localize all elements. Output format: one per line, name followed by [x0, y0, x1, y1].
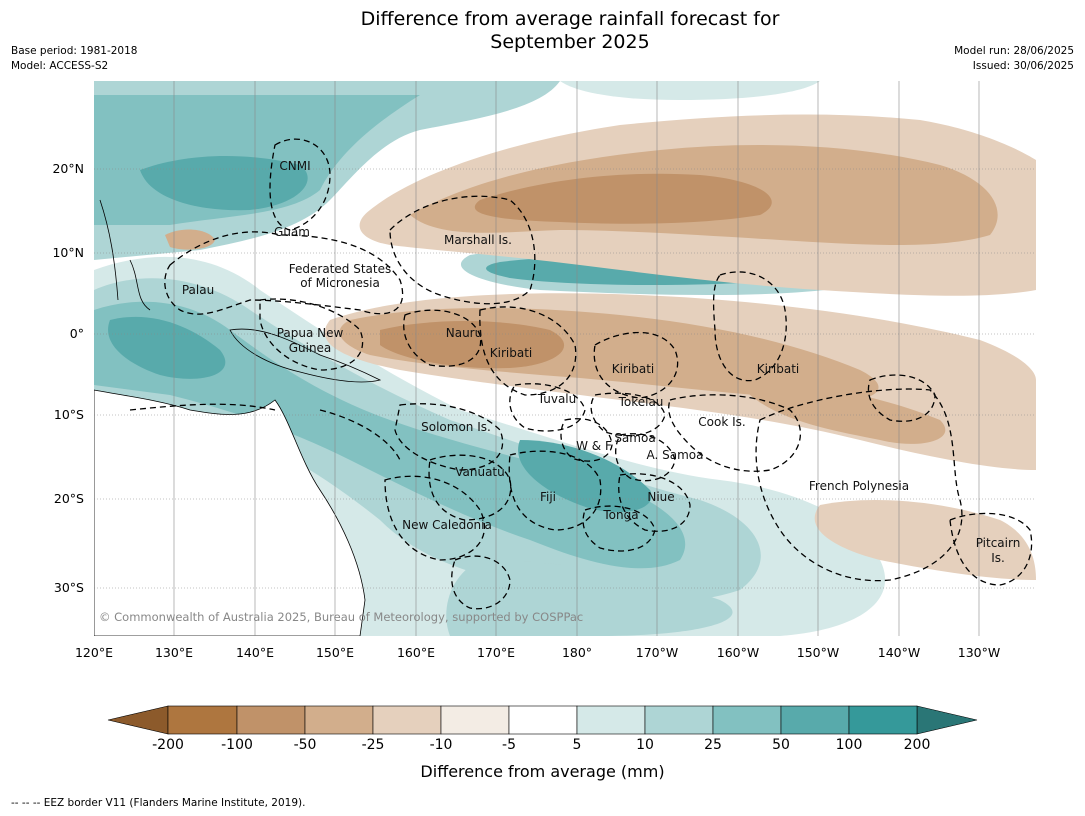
lon-tick: 140°E [236, 645, 274, 660]
colorbar-bin [440, 705, 510, 735]
lon-tick: 180° [562, 645, 592, 660]
label-wallis-futuna: W & F [576, 439, 612, 453]
colorbar-tick-label: 10 [636, 737, 654, 753]
colorbar-tick-label: -25 [361, 737, 385, 753]
colorbar-title: Difference from average (mm) [420, 762, 665, 781]
label-nauru: Nauru [446, 326, 482, 340]
label-american-samoa: A. Samoa [647, 448, 704, 462]
rainfall-anomaly-field [94, 81, 1036, 636]
issued-date: Issued: 30/06/2025 [972, 60, 1074, 72]
label-png-line1: Papua New [277, 326, 344, 340]
colorbar-bin [236, 705, 306, 735]
lon-tick: 160°W [717, 645, 759, 660]
colorbar-tick-label: 50 [772, 737, 790, 753]
label-niue: Niue [647, 490, 674, 504]
colorbar-min-extension [107, 705, 169, 735]
label-new-caledonia: New Caledonia [402, 518, 492, 532]
colorbar-bin [167, 705, 238, 735]
label-pitcairn-line2: Is. [991, 551, 1005, 565]
colorbar-bin [304, 705, 374, 735]
lat-tick: 10°S [54, 407, 84, 422]
label-marshall-islands: Marshall Is. [444, 233, 512, 247]
label-cook-islands: Cook Is. [698, 415, 745, 429]
map-title: Difference from average rainfall forecas… [270, 8, 870, 54]
label-kiribati-east: Kiribati [757, 362, 799, 376]
lat-tick: 20°S [54, 491, 84, 506]
lon-tick: 160°E [397, 645, 435, 660]
label-tuvalu: Tuvalu [537, 392, 577, 406]
lon-tick: 170°E [477, 645, 515, 660]
title-line-2: September 2025 [490, 31, 650, 53]
colorbar-tick-label: -10 [429, 737, 453, 753]
colorbar-tick-label: 25 [704, 737, 722, 753]
lon-tick: 150°E [316, 645, 354, 660]
label-cnmi: CNMI [279, 159, 310, 173]
eez-legend-note: -- -- -- EEZ border V11 (Flanders Marine… [11, 797, 306, 809]
label-fiji: Fiji [540, 490, 556, 504]
lat-tick: 0° [70, 326, 84, 341]
colorbar-bin [644, 705, 714, 735]
colorbar-tick-label: 5 [572, 737, 582, 753]
lat-tick: 20°N [52, 161, 84, 176]
label-fsm-line2: of Micronesia [300, 276, 380, 290]
colorbar-tick-label: -5 [502, 737, 516, 753]
lon-tick: 130°W [958, 645, 1000, 660]
latitude-ticks: 20°N 10°N 0° 10°S 20°S 30°S [52, 161, 84, 595]
lat-tick: 30°S [54, 580, 84, 595]
colorbar-bin [372, 705, 442, 735]
colorbar-bin [848, 705, 918, 735]
label-samoa: Samoa [614, 431, 655, 445]
eez-borders [129, 138, 1033, 610]
title-line-1: Difference from average rainfall forecas… [360, 8, 780, 30]
label-french-polynesia: French Polynesia [809, 479, 909, 493]
colorbar-max-extension [916, 705, 978, 735]
region-labels: CNMI Guam Marshall Is. Federated States … [182, 159, 1020, 565]
label-guam: Guam [274, 225, 310, 239]
label-fsm-line1: Federated States [289, 262, 391, 276]
colorbar-bin [780, 705, 850, 735]
colorbar-tick-label: -100 [221, 737, 253, 753]
label-kiribati-west: Kiribati [490, 346, 532, 360]
label-palau: Palau [182, 283, 214, 297]
lon-tick: 120°E [75, 645, 113, 660]
colorbar-bin [712, 705, 782, 735]
colorbar-bin [576, 705, 646, 735]
lon-tick: 170°W [636, 645, 678, 660]
colorbar-tick-label: -200 [152, 737, 184, 753]
label-png-line2: Guinea [289, 341, 332, 355]
colorbar-tick-label: 200 [903, 737, 931, 753]
label-pitcairn-line1: Pitcairn [976, 536, 1021, 550]
colorbar-bin [508, 705, 578, 735]
model-name: Model: ACCESS-S2 [11, 60, 109, 72]
lon-tick: 150°W [797, 645, 839, 660]
base-period-info: Base period: 1981-2018 Model: ACCESS-S2 [11, 44, 137, 74]
model-run: Model run: 28/06/2025 [954, 45, 1074, 57]
lon-tick: 140°W [878, 645, 920, 660]
lon-tick: 130°E [155, 645, 193, 660]
colorbar [107, 705, 978, 735]
label-vanuatu: Vanuatu [455, 465, 505, 479]
model-run-info: Model run: 28/06/2025 Issued: 30/06/2025 [954, 44, 1074, 74]
lat-tick: 10°N [52, 245, 84, 260]
colorbar-tick-label: 100 [835, 737, 863, 753]
label-tonga: Tonga [602, 508, 638, 522]
copyright-notice: © Commonwealth of Australia 2025, Bureau… [99, 610, 583, 624]
label-kiribati-central: Kiribati [612, 362, 654, 376]
label-tokelau: Tokelau [618, 395, 664, 409]
graticule [94, 81, 1036, 636]
label-solomon-islands: Solomon Is. [421, 420, 491, 434]
base-period: Base period: 1981-2018 [11, 45, 138, 57]
colorbar-tick-label: -50 [293, 737, 317, 753]
longitude-ticks: 120°E 130°E 140°E 150°E 160°E 170°E 180°… [75, 645, 1000, 660]
